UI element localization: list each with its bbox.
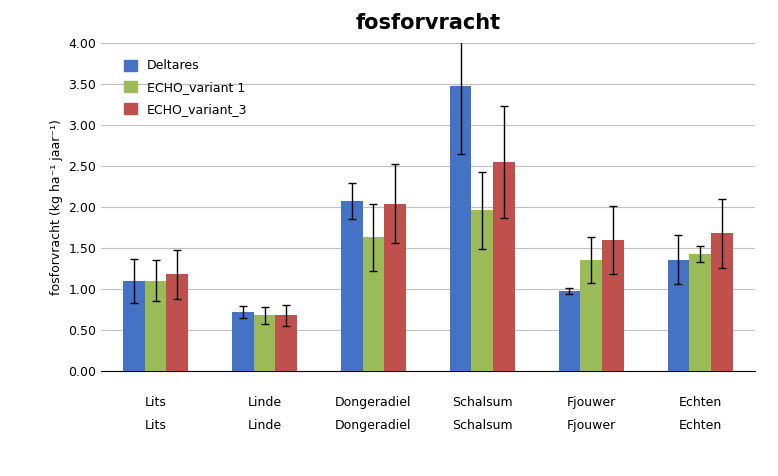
Bar	[275, 316, 297, 371]
Text: Lits: Lits	[145, 418, 166, 432]
Bar	[689, 254, 711, 371]
Text: Schalsum: Schalsum	[452, 397, 513, 409]
Text: Fjouwer: Fjouwer	[566, 418, 616, 432]
Bar	[450, 86, 471, 371]
Text: Schalsum: Schalsum	[452, 418, 513, 432]
Bar	[363, 238, 384, 371]
Legend: Deltares, ECHO_variant 1, ECHO_variant_3: Deltares, ECHO_variant 1, ECHO_variant_3	[121, 56, 251, 119]
Text: Dongeradiel: Dongeradiel	[335, 397, 412, 409]
Text: Fjouwer: Fjouwer	[566, 397, 616, 409]
Text: Lits: Lits	[145, 397, 166, 409]
Bar	[145, 281, 166, 371]
Bar	[711, 233, 733, 371]
Bar	[341, 201, 363, 371]
Bar	[493, 162, 515, 371]
Y-axis label: fosforvracht (kg ha⁻¹ jaar⁻¹): fosforvracht (kg ha⁻¹ jaar⁻¹)	[50, 119, 63, 295]
Bar	[668, 259, 689, 371]
Text: Echten: Echten	[678, 418, 722, 432]
Text: Linde: Linde	[247, 418, 282, 432]
Bar	[123, 281, 145, 371]
Bar	[580, 260, 602, 371]
Bar	[254, 316, 275, 371]
Bar	[602, 240, 624, 371]
Bar	[232, 312, 254, 371]
Text: Echten: Echten	[678, 397, 722, 409]
Bar	[471, 210, 493, 371]
Text: Dongeradiel: Dongeradiel	[335, 418, 412, 432]
Title: fosforvracht: fosforvracht	[356, 13, 500, 33]
Bar	[166, 274, 188, 371]
Text: Linde: Linde	[247, 397, 282, 409]
Bar	[384, 204, 406, 371]
Bar	[559, 291, 580, 371]
